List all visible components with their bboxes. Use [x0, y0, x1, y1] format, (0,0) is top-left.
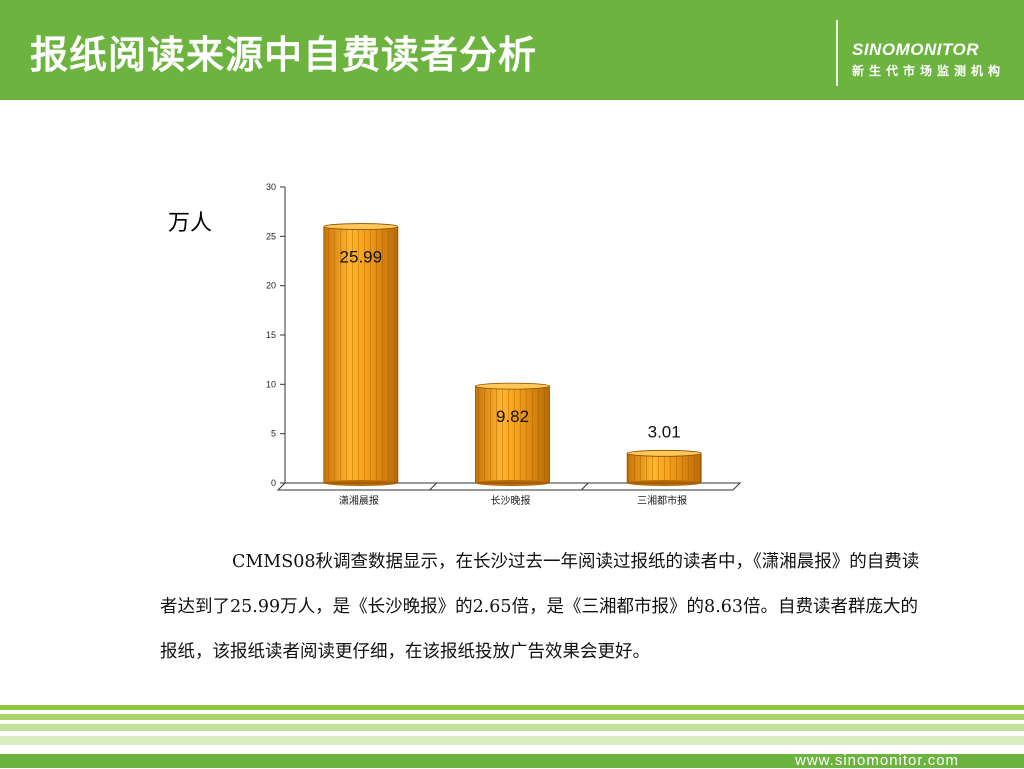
y-tick-label: 30 — [266, 182, 276, 192]
y-tick-label: 20 — [266, 281, 276, 291]
y-tick-label: 10 — [266, 379, 276, 389]
y-tick-label: 0 — [271, 478, 276, 488]
footer-band — [0, 754, 1024, 768]
y-tick-label: 25 — [266, 231, 276, 241]
y-tick-label: 15 — [266, 330, 276, 340]
logo-divider — [836, 20, 838, 86]
bar-chart: 0 5 10 15 20 25 30 25.99 潇湘晨报 9.82 长沙晚报 3.01 三湘都市报 — [266, 182, 742, 507]
footer-stripe — [0, 736, 1024, 745]
data-label: 25.99 — [340, 248, 383, 267]
data-label: 9.82 — [496, 407, 529, 426]
y-tick-label: 5 — [271, 429, 276, 439]
data-label: 3.01 — [648, 422, 681, 441]
bar-cap — [475, 382, 550, 390]
bar — [323, 223, 399, 486]
bar-cap — [626, 449, 702, 457]
chart-unit-label: 万人 — [168, 211, 213, 236]
bar-flutes — [323, 226, 398, 483]
bar — [626, 449, 702, 486]
x-tick — [429, 482, 438, 491]
x-tick-label: 三湘都市报 — [637, 494, 687, 507]
bar-flutes — [475, 386, 550, 483]
analysis-paragraph: CMMS08秋调查数据显示，在长沙过去一年阅读过报纸的读者中，《潇湘晨报》的自费… — [160, 552, 920, 662]
x-tick — [580, 482, 589, 491]
x-tick-label: 潇湘晨报 — [339, 494, 379, 507]
footer-stripe — [0, 714, 1024, 720]
brand-logo-text: SINOMONITOR — [852, 40, 980, 59]
bar-cap — [323, 223, 399, 230]
page-title: 报纸阅读来源中自费读者分析 — [30, 33, 538, 77]
brand-logo-subtitle: 新生代市场监测机构 — [852, 64, 1006, 78]
footer-url: www.sinomonitor.com — [795, 752, 960, 769]
footer-stripe — [0, 724, 1024, 731]
header-bar: 报纸阅读来源中自费读者分析 SINOMONITOR 新生代市场监测机构 — [0, 0, 1024, 100]
bar-flutes — [627, 453, 702, 483]
bar — [475, 382, 550, 486]
x-tick-label: 长沙晚报 — [491, 494, 531, 507]
footer-stripe — [0, 705, 1024, 710]
page-number: - 10 - — [88, 743, 117, 757]
